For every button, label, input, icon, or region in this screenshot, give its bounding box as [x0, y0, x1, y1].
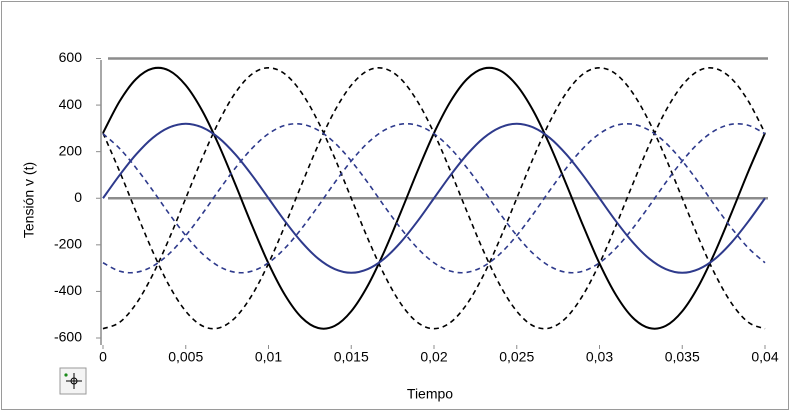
y-tick-label: 400: [59, 96, 83, 112]
x-tick-label: 0,005: [168, 349, 203, 365]
x-tick-label: 0,015: [334, 349, 369, 365]
x-tick-label: 0,04: [751, 349, 778, 365]
x-axis-label: Tiempo: [407, 386, 453, 402]
x-tick-label: 0,03: [586, 349, 613, 365]
x-tick-label: 0: [99, 349, 107, 365]
line-series: [102, 122, 766, 274]
line-series: [102, 122, 766, 274]
line-series: [102, 67, 766, 330]
y-tick-label: 600: [59, 49, 83, 65]
x-tick-label: 0,01: [255, 349, 282, 365]
y-tick-label: -600: [54, 329, 82, 345]
y-tick-label: 0: [74, 189, 82, 205]
y-tick-label: 200: [59, 142, 83, 158]
cursor-button[interactable]: [59, 367, 87, 395]
line-series: [102, 122, 766, 274]
x-tick-label: 0,025: [499, 349, 534, 365]
x-tick-label: 0,035: [665, 349, 700, 365]
x-tick-label: 0,02: [420, 349, 447, 365]
y-axis-label: Tensión v (t): [21, 162, 37, 238]
y-tick-label: -400: [54, 282, 82, 298]
y-tick-label: -200: [54, 236, 82, 252]
